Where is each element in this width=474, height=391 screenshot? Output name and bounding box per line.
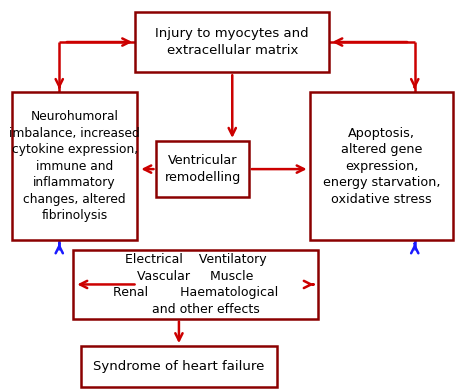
- FancyBboxPatch shape: [310, 92, 453, 240]
- Text: Syndrome of heart failure: Syndrome of heart failure: [93, 360, 264, 373]
- Text: Electrical    Ventilatory
Vascular     Muscle
Renal        Haematological
     a: Electrical Ventilatory Vascular Muscle R…: [113, 253, 278, 316]
- Text: Injury to myocytes and
extracellular matrix: Injury to myocytes and extracellular mat…: [155, 27, 309, 57]
- FancyBboxPatch shape: [135, 12, 329, 72]
- FancyBboxPatch shape: [81, 346, 277, 387]
- Text: Apoptosis,
altered gene
expression,
energy starvation,
oxidative stress: Apoptosis, altered gene expression, ener…: [323, 127, 440, 206]
- FancyBboxPatch shape: [12, 92, 137, 240]
- Text: Ventricular
remodelling: Ventricular remodelling: [164, 154, 241, 184]
- FancyBboxPatch shape: [156, 141, 249, 197]
- Text: Neurohumoral
imbalance, increased
cytokine expression,
immune and
inflammatory
c: Neurohumoral imbalance, increased cytoki…: [9, 110, 140, 222]
- FancyBboxPatch shape: [73, 250, 318, 319]
